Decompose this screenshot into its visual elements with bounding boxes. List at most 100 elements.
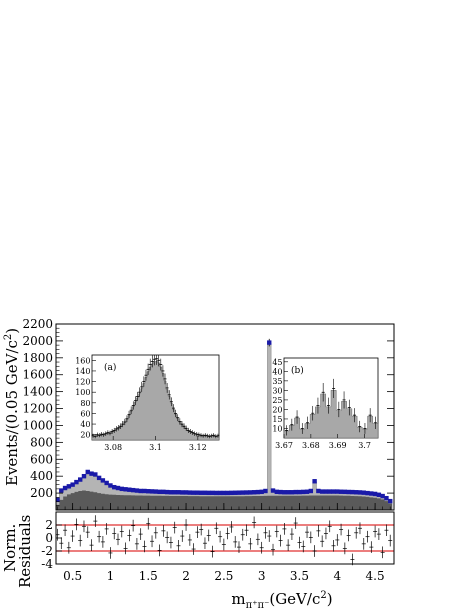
inset-b-y-tick-label: 10	[272, 424, 282, 433]
residual-y-axis-label-2: Residuals	[16, 515, 34, 588]
inset-b-x-tick-label: 3.68	[302, 441, 320, 450]
inset-a-x-tick-label: 3.08	[104, 443, 122, 452]
data-point	[195, 490, 200, 495]
inset-a-y-tick-label: 160	[75, 356, 90, 365]
data-point	[380, 493, 385, 499]
data-point	[388, 498, 393, 504]
y-tick-label: 1400	[22, 385, 53, 399]
data-point	[191, 490, 196, 495]
y-tick-label: 800	[30, 435, 53, 449]
x-tick-label: 4	[333, 569, 341, 583]
data-point	[335, 489, 340, 494]
data-point	[100, 478, 106, 483]
inset-b-label: (b)	[291, 365, 304, 376]
residual-y-ticks: -4-202	[41, 518, 62, 571]
data-point	[119, 486, 124, 492]
inset-a-y-tick-label: 40	[80, 420, 90, 429]
x-tick-label: 4.5	[366, 569, 385, 583]
x-tick-label: 2	[182, 569, 190, 583]
data-point	[210, 490, 215, 496]
data-point	[127, 487, 132, 492]
data-point	[342, 489, 348, 495]
inset-a-y-tick-label: 120	[75, 378, 90, 387]
x-tick-label: 2.5	[214, 569, 233, 583]
data-point	[172, 490, 177, 495]
data-point	[229, 490, 234, 496]
y-tick-label: 1800	[22, 351, 53, 365]
data-point	[361, 490, 366, 495]
background-area	[56, 490, 393, 510]
data-point	[115, 485, 121, 491]
data-point	[74, 479, 79, 485]
inset-a-y-tick-label: 140	[75, 367, 90, 376]
inset-a-y-tick-label: 100	[75, 388, 90, 397]
data-point	[70, 482, 75, 487]
y-tick-label: 1200	[22, 402, 53, 416]
data-point	[376, 492, 382, 497]
data-point	[251, 490, 257, 495]
data-point	[327, 489, 332, 494]
y-tick-label: 400	[30, 469, 53, 483]
data-point	[304, 489, 310, 494]
inset-a-x-tick-label: 3.12	[189, 443, 207, 452]
data-point	[316, 488, 321, 494]
data-point	[89, 471, 94, 476]
inset-a-x-tick-label: 3.1	[149, 443, 162, 452]
data-point	[138, 488, 143, 494]
data-point	[323, 489, 329, 494]
data-point	[357, 490, 363, 495]
data-point	[289, 490, 295, 495]
inset-b-y-tick-label: 40	[272, 367, 282, 376]
y-tick-label: 1000	[22, 418, 53, 432]
data-point	[81, 473, 87, 479]
y-tick-label: 600	[30, 452, 53, 466]
data-point	[198, 490, 204, 495]
data-point	[85, 469, 90, 475]
x-tick-label: 0.5	[63, 569, 82, 583]
main-plot-area	[56, 338, 393, 510]
inset-a-y-tick-label: 20	[80, 431, 90, 440]
data-point	[123, 487, 128, 492]
data-point	[285, 490, 291, 495]
data-point	[353, 490, 359, 495]
inset-b-y-tick-label: 20	[272, 405, 282, 414]
data-point	[297, 489, 302, 495]
data-point	[157, 489, 162, 495]
residual-y-axis-label: Norm.	[1, 524, 19, 572]
x-tick-label: 3	[258, 569, 266, 583]
x-tick-label: 1	[107, 569, 115, 583]
data-point	[164, 489, 170, 495]
data-point	[350, 489, 355, 495]
y-tick-label: 1600	[22, 368, 53, 382]
data-point	[331, 489, 336, 494]
data-point	[180, 490, 185, 495]
data-point	[308, 488, 314, 494]
data-point	[365, 490, 370, 496]
inset-b-y-tick-label: 25	[272, 396, 282, 405]
data-point	[346, 489, 351, 495]
data-point	[248, 490, 253, 495]
data-point	[240, 490, 245, 495]
data-point	[369, 491, 374, 496]
data-point	[104, 480, 109, 486]
data-point	[384, 495, 389, 501]
data-point	[270, 488, 276, 493]
data-point	[77, 477, 83, 482]
data-point	[236, 490, 242, 495]
inset-b-y-tick-label: 30	[272, 386, 282, 395]
inset-a-y-tick-label: 80	[80, 399, 90, 408]
y-tick-label: 2200	[22, 317, 53, 331]
data-point	[93, 472, 98, 477]
y-tick-label: 2000	[22, 334, 53, 348]
data-point	[225, 490, 230, 496]
data-point	[146, 489, 151, 494]
data-point	[108, 483, 113, 488]
data-point	[187, 490, 193, 495]
inset-b-x-tick-label: 3.69	[329, 441, 347, 450]
x-tick-label: 3.5	[290, 569, 309, 583]
res-y-tick-label: 2	[45, 518, 53, 532]
data-point	[312, 479, 317, 484]
